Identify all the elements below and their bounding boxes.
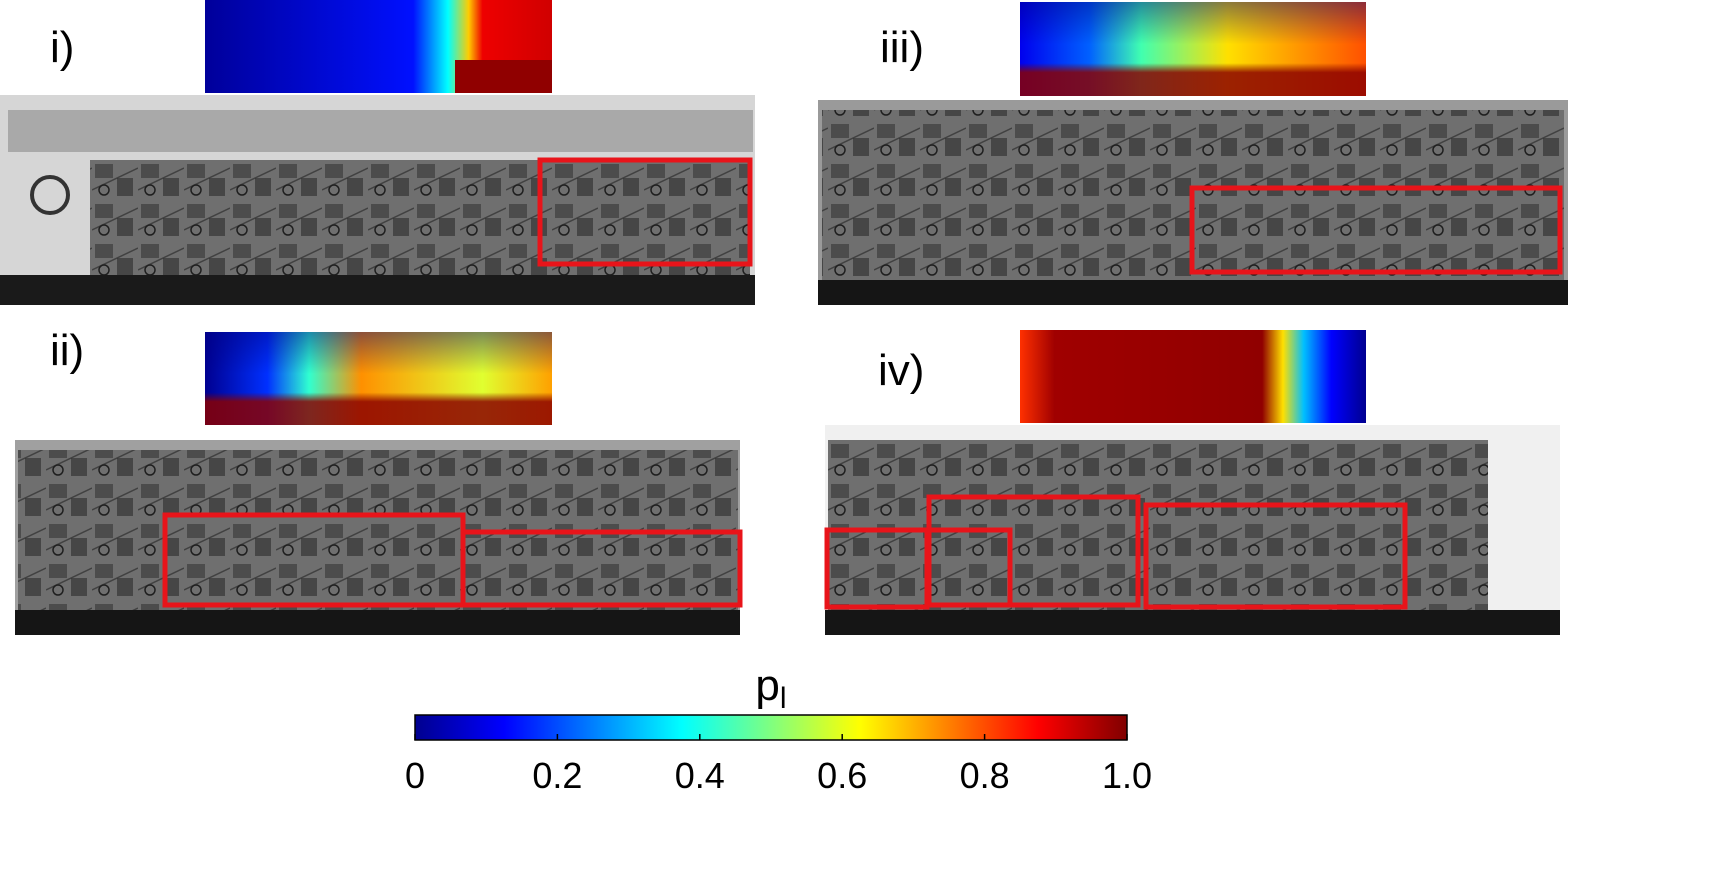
colorbar <box>414 714 1128 741</box>
panel-label: iii) <box>880 23 924 72</box>
detection-box <box>1189 185 1563 275</box>
colorbar-label-sub: l <box>780 682 787 715</box>
tick-label: 0.8 <box>960 755 1010 796</box>
colorbar-label: pl <box>755 661 786 715</box>
tick-label: 1.0 <box>1102 755 1152 796</box>
heatmap <box>1020 330 1366 423</box>
tick-label: 0 <box>405 755 425 796</box>
panel-label: i) <box>50 23 74 72</box>
colorbar-ticks: 0 0.2 0.4 0.6 0.8 1.0 <box>405 734 1152 796</box>
tick-label: 0.6 <box>817 755 867 796</box>
panel-label: ii) <box>50 326 84 375</box>
tick-label: 0.2 <box>532 755 582 796</box>
xray-image <box>0 95 755 305</box>
heatmap-shade <box>205 332 552 425</box>
colorbar-label-main: p <box>755 661 779 710</box>
detection-box <box>537 157 753 267</box>
heatmap-shade <box>1020 2 1366 96</box>
detection-box <box>926 494 1141 608</box>
tick-label: 0.4 <box>675 755 725 796</box>
heatmap-band <box>455 60 552 93</box>
panel-label: iv) <box>878 346 924 395</box>
detection-box <box>1143 502 1408 610</box>
detection-box <box>460 529 743 608</box>
